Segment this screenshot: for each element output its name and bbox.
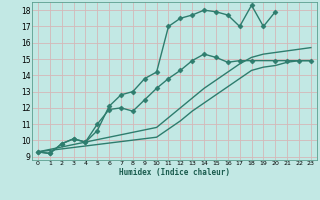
X-axis label: Humidex (Indice chaleur): Humidex (Indice chaleur) [119,168,230,177]
